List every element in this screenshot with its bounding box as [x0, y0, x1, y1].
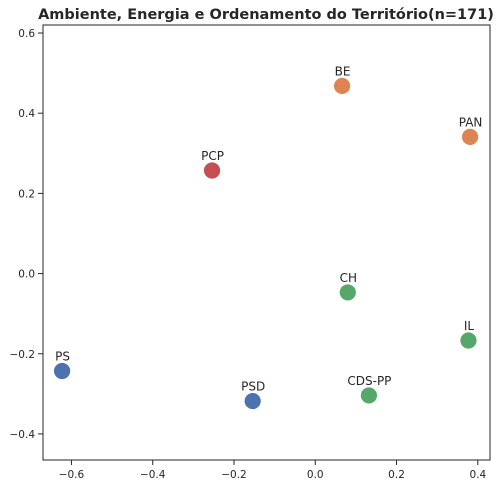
data-points: BE PAN PCP CH IL PS PSD CDS-PP — [53, 64, 483, 410]
data-point — [333, 77, 351, 95]
x-tick-label: −0.6 — [59, 469, 85, 481]
data-point — [459, 331, 478, 350]
data-point-label: CH — [340, 271, 357, 285]
y-tick-label: −0.4 — [10, 429, 36, 441]
data-point — [243, 392, 262, 410]
y-tick-label: 0.0 — [18, 269, 35, 281]
x-tick-label: −0.4 — [140, 469, 166, 481]
y-tick-label: −0.2 — [10, 349, 36, 361]
y-tick-label: 0.4 — [18, 108, 35, 120]
data-point — [338, 283, 357, 302]
chart-title: Ambiente, Energia e Ordenamento do Terri… — [38, 7, 494, 23]
x-tick-label: 0.4 — [469, 469, 486, 481]
data-point — [461, 127, 479, 146]
data-point-label: IL — [464, 319, 475, 333]
data-point-label: PS — [55, 349, 70, 363]
x-tick-label: 0.0 — [307, 469, 324, 481]
data-point-label: PSD — [241, 380, 265, 394]
axis-ticks: −0.6 −0.4 −0.2 0.0 0.2 0.4 −0.4 −0.2 0.0 0.2 0.4 0.… — [10, 28, 487, 481]
plot-area — [42, 24, 491, 461]
data-point-label: CDS-PP — [347, 374, 391, 388]
data-point-label: BE — [335, 64, 351, 78]
data-point — [203, 161, 221, 180]
x-tick-label: 0.2 — [388, 469, 405, 481]
y-tick-label: 0.2 — [18, 188, 35, 200]
data-point-label: PAN — [459, 115, 483, 129]
y-tick-label: 0.6 — [18, 28, 35, 40]
data-point — [53, 362, 71, 380]
x-tick-label: −0.2 — [221, 469, 247, 481]
data-point — [360, 386, 378, 405]
data-point-label: PCP — [201, 149, 224, 163]
